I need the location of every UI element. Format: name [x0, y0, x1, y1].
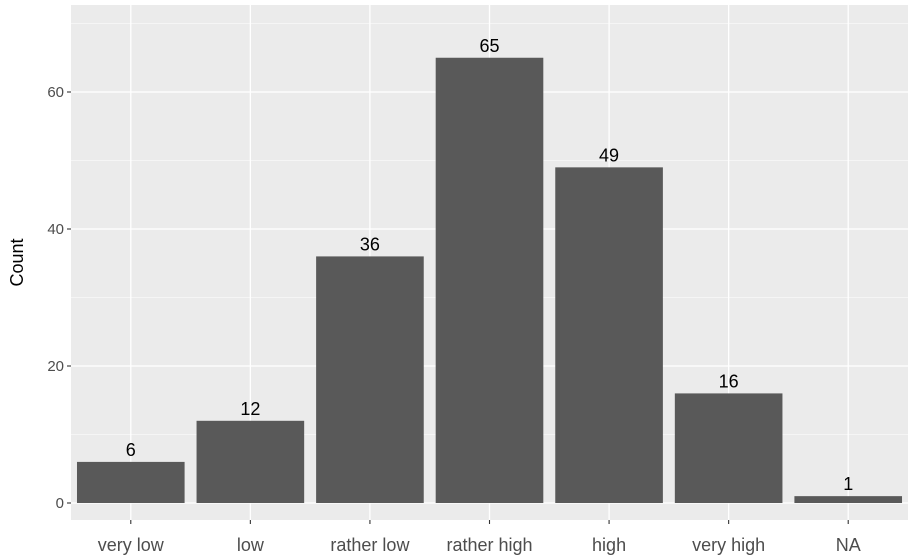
x-tick-label: low — [237, 535, 265, 555]
bar — [435, 57, 544, 503]
bar — [555, 167, 663, 503]
x-tick-label: rather low — [330, 535, 410, 555]
bars — [76, 57, 903, 503]
data-label: 16 — [719, 371, 739, 391]
y-tick-label: 60 — [47, 84, 64, 101]
x-tick-label: rather high — [446, 535, 532, 555]
x-tick-label: NA — [836, 535, 861, 555]
data-label: 49 — [599, 145, 619, 165]
x-axis: very low low rather low rather high high very… — [98, 520, 861, 555]
y-axis-title: Count — [7, 238, 27, 286]
bar — [674, 393, 783, 503]
y-axis: 0 20 40 60 — [47, 84, 71, 512]
x-tick-label: very low — [98, 535, 165, 555]
y-tick-label: 0 — [56, 495, 64, 512]
x-tick-label: very high — [692, 535, 765, 555]
y-tick-label: 20 — [47, 358, 64, 375]
data-label: 12 — [240, 399, 260, 419]
bar — [196, 420, 305, 503]
bar — [76, 461, 185, 503]
data-labels: 6 12 36 65 49 16 1 — [126, 36, 853, 494]
x-tick-label: high — [592, 535, 626, 555]
data-label: 65 — [479, 36, 499, 56]
data-label: 6 — [126, 440, 136, 460]
bar — [794, 496, 903, 503]
data-label: 1 — [843, 474, 853, 494]
y-tick-label: 40 — [47, 221, 64, 238]
bar — [316, 256, 424, 503]
data-label: 36 — [360, 234, 380, 254]
